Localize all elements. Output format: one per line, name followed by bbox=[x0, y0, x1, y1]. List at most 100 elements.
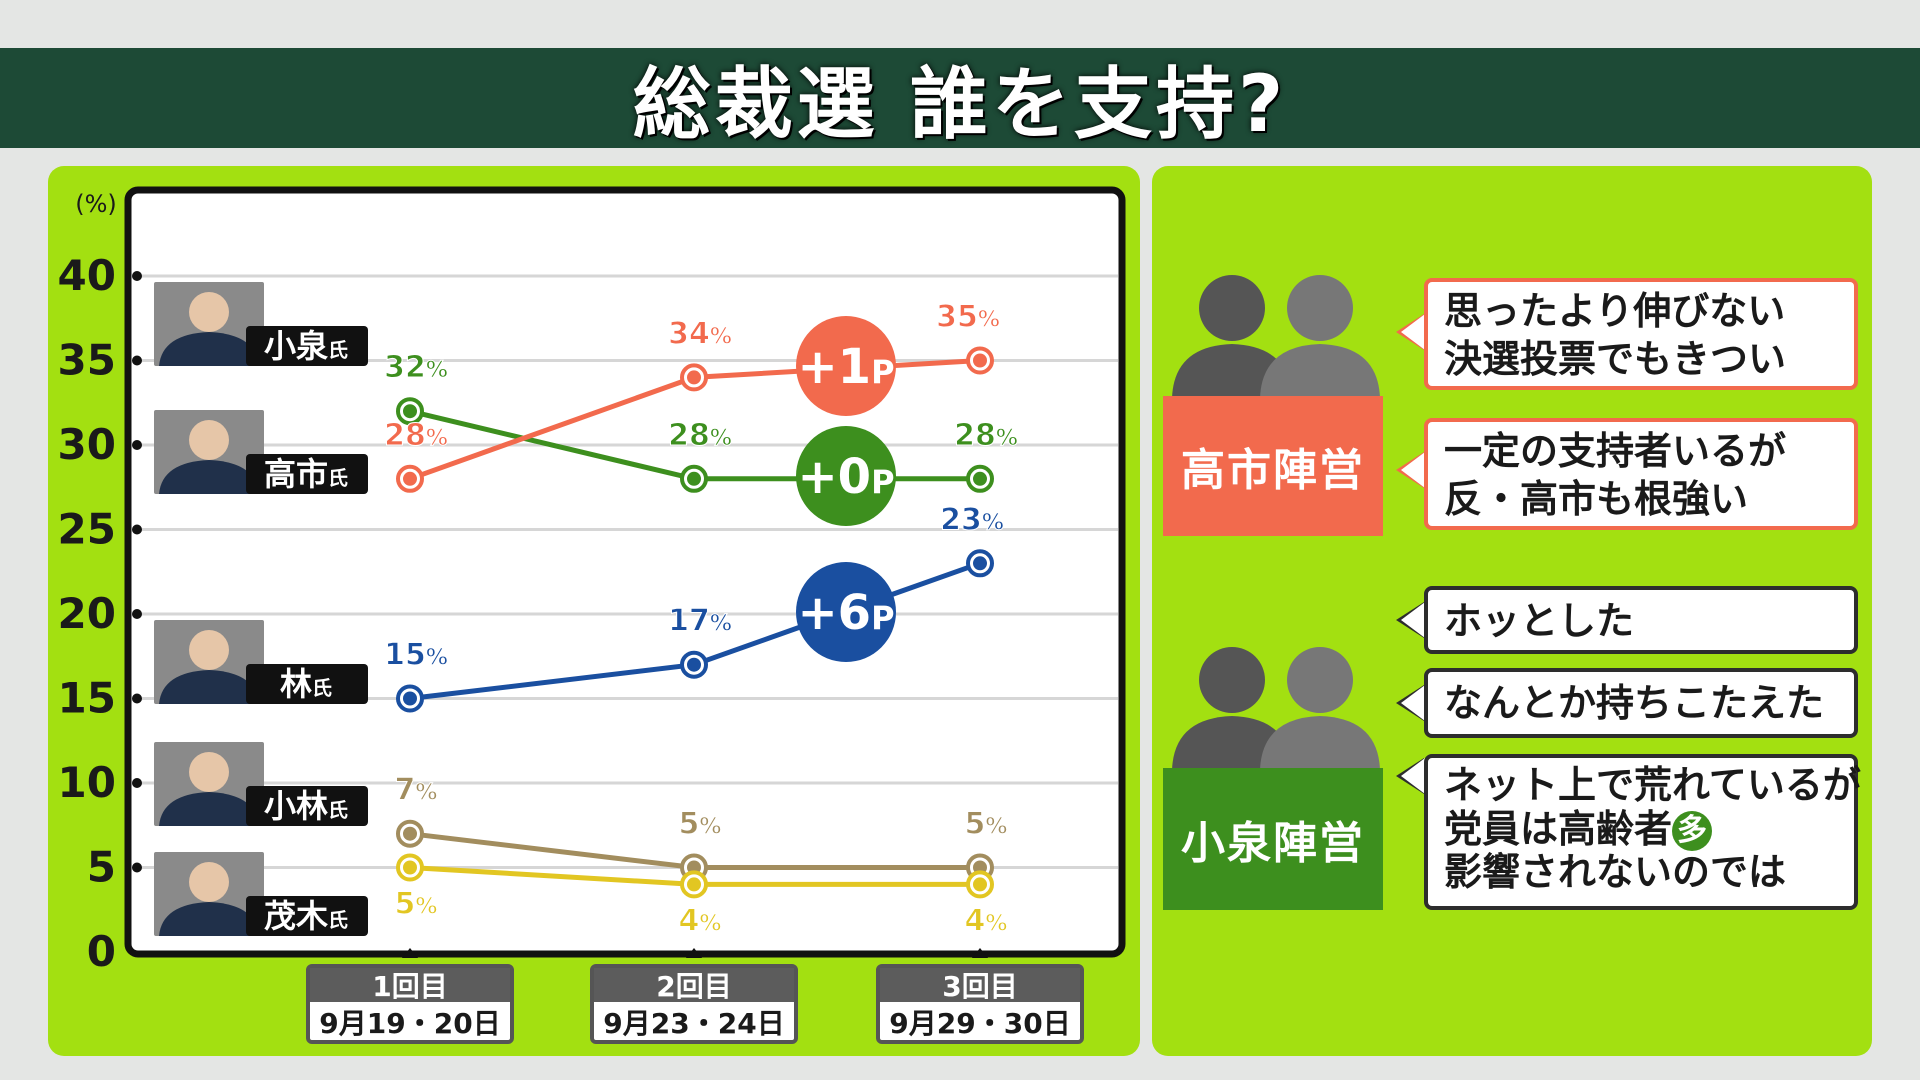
bubble-tail bbox=[1401, 758, 1425, 794]
data-point-core bbox=[973, 556, 987, 571]
data-point-core bbox=[973, 471, 987, 486]
data-label: 28% bbox=[384, 418, 448, 453]
candidate-tag bbox=[154, 282, 368, 366]
x-round-label: 3回目 bbox=[942, 970, 1017, 1003]
bubble-tail bbox=[1401, 602, 1425, 638]
x-tick-mark bbox=[972, 948, 988, 958]
data-label: 7% bbox=[395, 773, 438, 808]
data-label: 5% bbox=[395, 887, 438, 922]
comment-line: 一定の支持者いるが bbox=[1444, 429, 1787, 473]
data-point-core bbox=[973, 353, 987, 368]
takaichi-camp-label: 高市陣営 bbox=[1163, 396, 1383, 536]
y-tick-label: 20 bbox=[58, 589, 116, 638]
data-label: 34% bbox=[668, 316, 732, 351]
candidate-photo-face bbox=[189, 420, 229, 460]
y-tick-label: 30 bbox=[58, 420, 116, 469]
x-date-label: 9月29・30日 bbox=[889, 1007, 1070, 1040]
candidate-photo-face bbox=[189, 862, 229, 902]
candidate-name-label: 高市氏 bbox=[264, 455, 348, 493]
candidate-photo-face bbox=[189, 292, 229, 332]
data-point-core bbox=[973, 877, 987, 892]
x-round-label: 1回目 bbox=[372, 970, 447, 1003]
candidate-name-label: 小泉氏 bbox=[264, 327, 348, 365]
candidate-photo-suit bbox=[159, 332, 259, 366]
y-tick-dot bbox=[132, 355, 142, 366]
y-tick-label: 25 bbox=[58, 505, 116, 554]
change-badge bbox=[796, 426, 896, 526]
data-point-core bbox=[687, 877, 701, 892]
change-badge-label: +6P bbox=[797, 585, 894, 641]
koizumi-comment-2: なんとか持ちこたえた bbox=[1424, 668, 1858, 738]
koizumi-comment-3: ネット上で荒れているが 党員は高齢者多 影響されないのでは bbox=[1424, 754, 1861, 910]
candidate-photo-suit bbox=[159, 460, 259, 494]
comment-line: 党員は高齢者多 bbox=[1444, 806, 1838, 852]
takaichi-camp-people-icon bbox=[1172, 275, 1380, 398]
data-label: 32% bbox=[384, 350, 448, 385]
x-date-label: 9月23・24日 bbox=[603, 1007, 784, 1040]
x-tick-mark bbox=[686, 948, 702, 958]
data-point-core bbox=[687, 370, 701, 385]
x-round-label: 2回目 bbox=[656, 970, 731, 1003]
candidate-tag bbox=[154, 742, 368, 826]
y-tick-dot bbox=[132, 609, 142, 619]
candidate-photo-suit bbox=[159, 792, 259, 826]
change-badge-label: +1P bbox=[797, 339, 894, 395]
candidate-tag bbox=[154, 410, 368, 494]
candidate-photo-suit bbox=[159, 670, 259, 704]
candidate-tag bbox=[154, 620, 368, 704]
y-tick-dot bbox=[132, 778, 142, 788]
x-category-header bbox=[880, 968, 1080, 1002]
bubble-tail bbox=[1401, 314, 1425, 350]
x-category-header bbox=[594, 968, 794, 1002]
data-point-core bbox=[403, 691, 417, 706]
comment-line: 反・高市も根強い bbox=[1444, 476, 1749, 521]
bubble-tail bbox=[1401, 452, 1425, 488]
koizumi-camp-people-icon bbox=[1172, 647, 1380, 770]
candidate-name-box bbox=[246, 786, 368, 826]
y-unit-label: (%) bbox=[75, 190, 117, 218]
data-point-core bbox=[403, 404, 417, 419]
x-tick-mark bbox=[402, 948, 418, 958]
y-tick-dot bbox=[132, 271, 142, 281]
data-label: 28% bbox=[668, 418, 732, 453]
data-label: 4% bbox=[679, 903, 722, 938]
title-bar: 総裁選 誰を支持? bbox=[0, 48, 1920, 150]
candidate-tag bbox=[154, 852, 368, 936]
comment-line: 思ったより伸びない bbox=[1444, 289, 1786, 333]
y-tick-label: 15 bbox=[58, 674, 116, 723]
y-tick-dot bbox=[132, 524, 142, 535]
y-tick-dot bbox=[132, 862, 142, 873]
candidate-name-label: 茂木氏 bbox=[264, 897, 348, 935]
koizumi-camp-label: 小泉陣営 bbox=[1163, 768, 1383, 910]
data-label: 5% bbox=[679, 807, 722, 842]
many-badge: 多 bbox=[1672, 811, 1713, 852]
candidate-name-box bbox=[246, 454, 368, 494]
y-tick-label: 40 bbox=[58, 251, 116, 300]
data-point-core bbox=[403, 471, 417, 486]
comment-line: 影響されないのでは bbox=[1444, 850, 1787, 895]
data-label: 35% bbox=[936, 300, 1000, 335]
candidate-photo-face bbox=[189, 752, 229, 792]
bubble-tail bbox=[1401, 685, 1425, 721]
data-point-core bbox=[687, 657, 701, 672]
y-tick-label: 5 bbox=[87, 843, 116, 892]
y-tick-label: 10 bbox=[58, 758, 116, 807]
candidate-name-box bbox=[246, 326, 368, 366]
candidate-name-label: 林氏 bbox=[280, 665, 332, 703]
comment-text: 党員は高齢者 bbox=[1444, 806, 1673, 851]
takaichi-comment-1: 思ったより伸びない 決選投票でもきつい bbox=[1424, 278, 1858, 390]
comment-line: なんとか持ちこたえた bbox=[1444, 681, 1825, 725]
koizumi-comment-1: ホッとした bbox=[1424, 586, 1858, 654]
change-badge bbox=[796, 316, 896, 416]
comment-line: ネット上で荒れているが bbox=[1444, 763, 1861, 807]
data-point-core bbox=[403, 826, 417, 841]
data-label: 15% bbox=[384, 638, 448, 673]
y-tick-label: 0 bbox=[87, 927, 116, 976]
candidate-photo-suit bbox=[159, 902, 259, 936]
candidate-name-label: 小林氏 bbox=[264, 787, 348, 825]
y-tick-dot bbox=[132, 440, 142, 450]
candidate-name-box bbox=[246, 896, 368, 936]
y-tick-label: 35 bbox=[58, 336, 116, 385]
data-label: 4% bbox=[965, 903, 1008, 938]
